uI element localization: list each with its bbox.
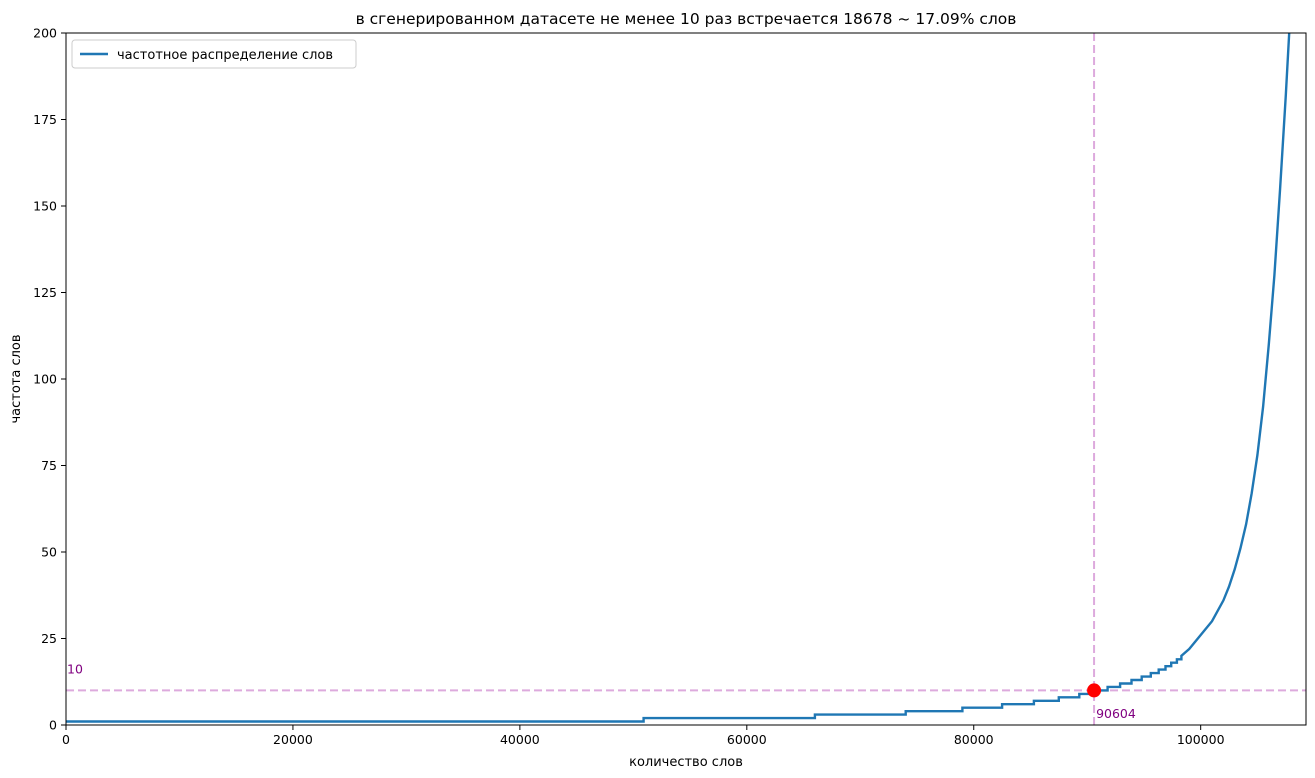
y-tick-label: 200 <box>33 26 57 41</box>
x-tick-label: 100000 <box>1177 732 1225 747</box>
threshold-lines <box>66 33 1306 725</box>
x-tick-label: 80000 <box>954 732 994 747</box>
threshold-y-label: 10 <box>67 661 83 676</box>
x-tick-label: 40000 <box>500 732 540 747</box>
x-tick-label: 60000 <box>727 732 767 747</box>
y-tick-label: 100 <box>33 372 57 387</box>
y-tick-label: 0 <box>49 718 57 733</box>
y-axis-ticks: 0 25 50 75 100 125 150 175 200 <box>33 26 66 733</box>
y-tick-label: 25 <box>41 631 57 646</box>
x-tick-label: 20000 <box>273 732 313 747</box>
threshold-x-label: 90604 <box>1096 706 1136 721</box>
y-tick-label: 150 <box>33 199 57 214</box>
x-axis-label: количество слов <box>629 755 743 770</box>
plot-frame <box>65 32 1307 726</box>
y-axis-label: частота слов <box>9 334 24 423</box>
y-tick-label: 50 <box>41 545 57 560</box>
legend-box <box>71 39 357 69</box>
y-tick-label: 175 <box>33 112 57 127</box>
legend: частотное распределение слов <box>71 39 357 69</box>
series-layer <box>66 33 1291 723</box>
series-line <box>66 33 1291 723</box>
x-tick-label: 0 <box>62 732 70 747</box>
threshold-point-marker <box>1087 683 1102 698</box>
chart-title: в сгенерированном датасете не менее 10 р… <box>356 10 1017 28</box>
y-tick-label: 125 <box>33 285 57 300</box>
legend-series-label: частотное распределение слов <box>117 48 333 63</box>
y-tick-label: 75 <box>41 458 57 473</box>
x-axis-ticks: 0 20000 40000 60000 80000 100000 <box>62 725 1225 747</box>
